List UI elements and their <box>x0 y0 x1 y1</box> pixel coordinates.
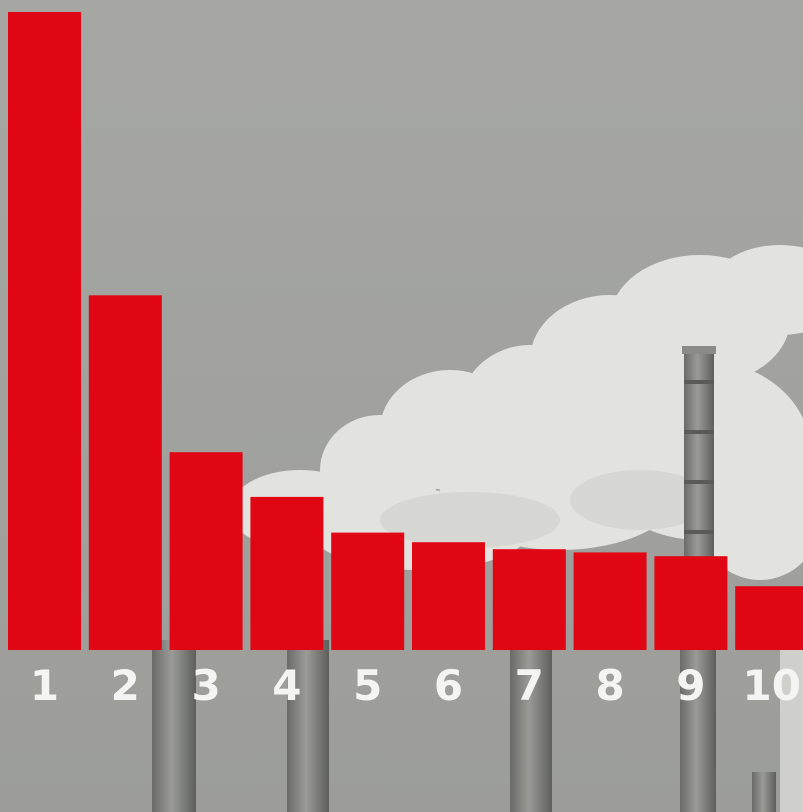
x-tick-labels: 1 2 3 4 5 6 7 8 9 10 <box>30 661 801 710</box>
bar-10 <box>735 586 803 650</box>
x-tick-label: 1 <box>30 661 59 710</box>
x-tick-label: 4 <box>272 661 301 710</box>
bar-1 <box>8 12 81 650</box>
x-tick-label: 5 <box>353 661 382 710</box>
bar-7 <box>492 549 566 650</box>
chimney-4 <box>680 640 716 812</box>
x-tick-label: 6 <box>434 661 463 710</box>
bar-3 <box>169 452 243 650</box>
bar-4 <box>250 496 324 650</box>
x-tick-label: 8 <box>595 661 624 710</box>
x-tick-label: 9 <box>676 661 705 710</box>
bars <box>8 12 803 650</box>
x-tick-label: 3 <box>191 661 220 710</box>
x-tick-label: 10 <box>742 661 800 710</box>
x-tick-label: 7 <box>515 661 544 710</box>
bar-9 <box>654 556 728 650</box>
chimney-1 <box>152 640 196 812</box>
bar-6 <box>412 542 485 650</box>
small-stack <box>752 772 776 812</box>
x-tick-label: 2 <box>111 661 140 710</box>
smoke-cloud-shade <box>380 470 710 548</box>
bar-8 <box>573 552 647 650</box>
bar-2 <box>88 295 162 650</box>
chimney-3 <box>510 640 552 812</box>
bar-5 <box>331 532 405 650</box>
structure <box>780 650 803 812</box>
chimney-2 <box>287 640 329 812</box>
